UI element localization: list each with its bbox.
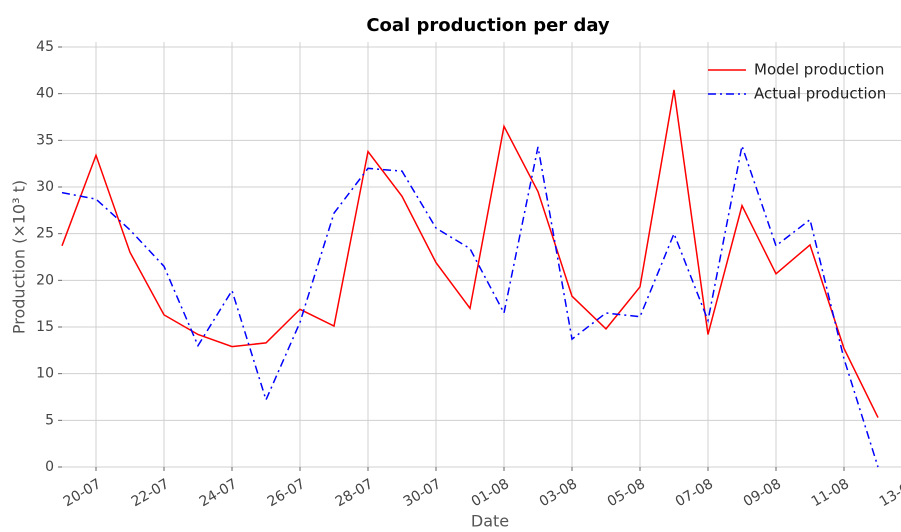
x-tick-label: 22-07 [129,476,172,510]
y-tick-label: 30 [36,179,54,195]
y-tick-label: 45 [36,39,54,55]
y-tick-label: 10 [36,366,54,382]
x-tick-label: 20-07 [61,476,104,510]
y-tick-label: 5 [45,412,54,428]
y-tick-label: 15 [36,319,54,335]
y-axis-label: Production (×10³ t) [10,180,29,334]
y-tick-label: 35 [36,132,54,148]
y-tick-label: 20 [36,272,54,288]
x-tick-label: 11-08 [809,476,852,510]
legend-label: Actual production [754,85,886,103]
x-tick-label: 07-08 [673,476,716,510]
x-tick-label: 09-08 [741,476,784,510]
legend-label: Model production [754,61,884,79]
y-tick-label: 40 [36,86,54,102]
y-tick-label: 0 [45,459,54,475]
x-tick-label: 24-07 [197,476,240,510]
x-tick-label: 01-08 [469,476,512,510]
x-tick-label: 13-08 [877,476,901,510]
series-line [61,89,879,418]
x-axis-label: Date [471,512,509,531]
x-tick-label: 30-07 [401,476,444,510]
chart-title: Coal production per day [366,15,610,36]
x-tick-label: 28-07 [333,476,376,510]
x-tick-label: 05-08 [605,476,648,510]
x-tick-label: 26-07 [265,476,308,510]
series-line [61,143,879,468]
legend: Model production Actual production [708,61,886,103]
y-tick-label: 25 [36,226,54,242]
x-tick-label: 03-08 [537,476,580,510]
